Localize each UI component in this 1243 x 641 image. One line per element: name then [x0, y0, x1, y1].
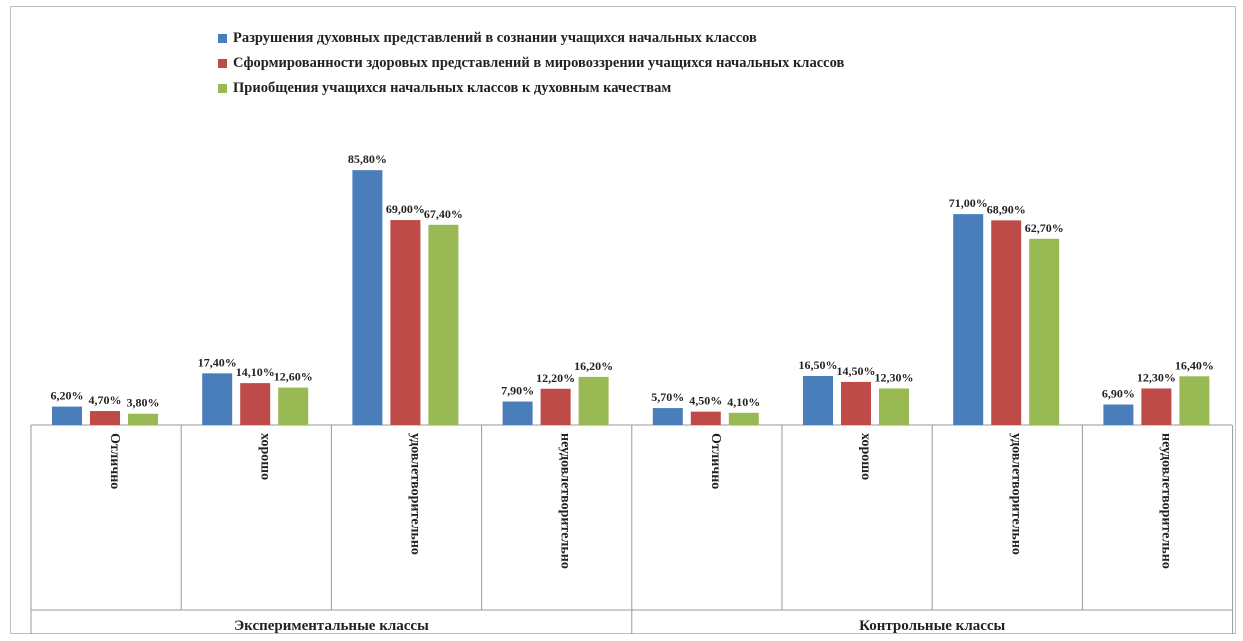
- data-label-s2-c3: 69,00%: [386, 202, 425, 216]
- legend-label-series-3: Приобщения учащихся начальных классов к …: [233, 80, 672, 96]
- bar-s3-c2: [278, 387, 309, 425]
- bar-s2-c7: [991, 220, 1022, 425]
- data-label-s2-c5: 4,50%: [689, 394, 722, 408]
- data-label-s1-c7: 71,00%: [949, 196, 988, 210]
- bar-s3-c8: [1179, 376, 1210, 425]
- data-label-s2-c7: 68,90%: [987, 202, 1026, 216]
- category-label-5: Отлично: [708, 433, 723, 489]
- bar-s1-c3: [352, 170, 383, 425]
- data-label-s3-c5: 4,10%: [727, 395, 760, 409]
- bar-s2-c2: [240, 383, 271, 425]
- category-label-2: хорошо: [257, 433, 272, 480]
- bar-s1-c2: [202, 373, 233, 425]
- data-label-s2-c4: 12,20%: [536, 371, 575, 385]
- bar-s2-c8: [1141, 388, 1172, 425]
- data-label-s2-c6: 14,50%: [837, 364, 876, 378]
- data-label-s3-c2: 12,60%: [274, 370, 313, 384]
- category-label-3: удовлетворительно: [408, 433, 423, 555]
- data-label-s2-c8: 12,30%: [1137, 370, 1176, 384]
- legend-item-series-1: Разрушения духовных представлений в созн…: [218, 26, 844, 51]
- bar-s2-c3: [390, 220, 421, 425]
- data-label-s1-c8: 6,90%: [1102, 387, 1135, 401]
- data-label-s1-c6: 16,50%: [799, 358, 838, 372]
- bar-s2-c5: [690, 411, 721, 425]
- chart-legend: Разрушения духовных представлений в созн…: [218, 26, 844, 101]
- data-label-s1-c2: 17,40%: [198, 355, 237, 369]
- data-label-s3-c1: 3,80%: [127, 396, 160, 410]
- legend-item-series-2: Сформированности здоровых представлений …: [218, 51, 844, 76]
- data-label-s1-c4: 7,90%: [501, 384, 534, 398]
- category-label-6: хорошо: [858, 433, 873, 480]
- bar-s1-c1: [52, 406, 82, 425]
- bar-s1-c4: [502, 401, 533, 425]
- data-label-s1-c3: 85,80%: [348, 152, 387, 166]
- legend-item-series-3: Приобщения учащихся начальных классов к …: [218, 76, 844, 101]
- bar-s2-c4: [540, 388, 571, 425]
- bar-s3-c7: [1029, 238, 1060, 425]
- legend-label-series-1: Разрушения духовных представлений в созн…: [233, 30, 757, 46]
- bar-s2-c1: [90, 411, 120, 425]
- bar-s1-c5: [652, 408, 683, 425]
- bar-s2-c6: [841, 381, 871, 425]
- data-label-s3-c3: 67,40%: [424, 207, 463, 221]
- bar-s1-c7: [953, 214, 984, 425]
- bar-s3-c4: [578, 376, 609, 425]
- legend-label-series-2: Сформированности здоровых представлений …: [233, 55, 845, 71]
- legend-swatch-series-3: [218, 84, 227, 93]
- bar-s3-c3: [428, 224, 459, 425]
- data-label-s3-c7: 62,70%: [1025, 221, 1064, 235]
- bar-s3-c5: [728, 412, 759, 425]
- data-label-s2-c2: 14,10%: [236, 365, 275, 379]
- bar-s3-c1: [128, 413, 158, 425]
- bar-s1-c8: [1103, 404, 1134, 425]
- data-label-s3-c8: 16,40%: [1175, 358, 1214, 372]
- data-label-s2-c1: 4,70%: [89, 393, 122, 407]
- category-label-8: неудовлетворительно: [1159, 433, 1174, 569]
- data-label-s1-c5: 5,70%: [651, 390, 684, 404]
- group-label-1: Экспериментальные классы: [234, 618, 429, 634]
- bar-s3-c6: [879, 388, 909, 425]
- data-label-s3-c6: 12,30%: [875, 370, 914, 384]
- group-label-2: Контрольные классы: [859, 618, 1005, 634]
- category-label-7: удовлетворительно: [1008, 433, 1023, 555]
- category-label-4: неудовлетворительно: [558, 433, 573, 569]
- category-label-1: Отлично: [107, 433, 122, 489]
- data-label-s1-c1: 6,20%: [51, 389, 84, 403]
- bar-s1-c6: [803, 375, 833, 425]
- legend-swatch-series-1: [218, 34, 227, 43]
- data-label-s3-c4: 16,20%: [574, 359, 613, 373]
- legend-swatch-series-2: [218, 59, 227, 68]
